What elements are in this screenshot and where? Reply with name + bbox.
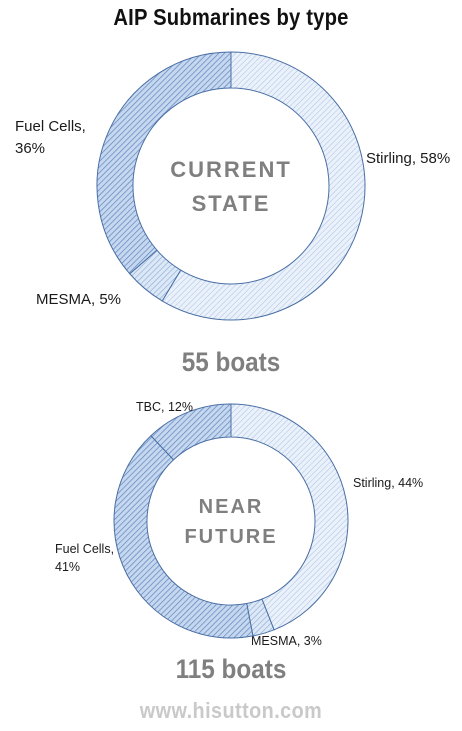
donut-slice-tbc [150, 403, 232, 461]
center-label-line-2: FUTURE [184, 526, 277, 548]
donut-slice-fuel-cells [96, 51, 232, 275]
center-label-line-1: NEAR [199, 496, 264, 518]
slice-label-fuel-cells: Fuel Cells, 41% [55, 542, 114, 574]
slice-label-mesma: MESMA, 5% [36, 291, 121, 308]
watermark: www.hisutton.com [139, 698, 323, 723]
donut-slice-fuel-cells [113, 435, 254, 639]
slice-label-mesma: MESMA, 3% [251, 634, 322, 648]
slice-label-stirling: Stirling, 44% [353, 476, 423, 490]
center-label-line-2: STATE [192, 191, 271, 216]
boat-count-current: 55 boats [181, 347, 281, 377]
slice-label-tbc: TBC, 12% [136, 400, 193, 414]
slice-label-fuel-cells: Fuel Cells, 36% [15, 118, 86, 157]
center-label-line-1: CURRENT [170, 157, 292, 182]
boat-count-future: 115 boats [175, 654, 287, 684]
donut-near-future: Stirling, 44% MESMA, 3% Fuel Cells, 41% TBC,… [55, 400, 423, 648]
donut-slice-stirling [161, 51, 366, 321]
slice-label-stirling: Stirling, 58% [366, 150, 450, 167]
donut-slice-stirling [230, 403, 349, 631]
chart-title: AIP Submarines by type [113, 4, 349, 30]
donut-current-state: Stirling, 58% MESMA, 5% Fuel Cells, 36% CURR… [15, 51, 450, 321]
